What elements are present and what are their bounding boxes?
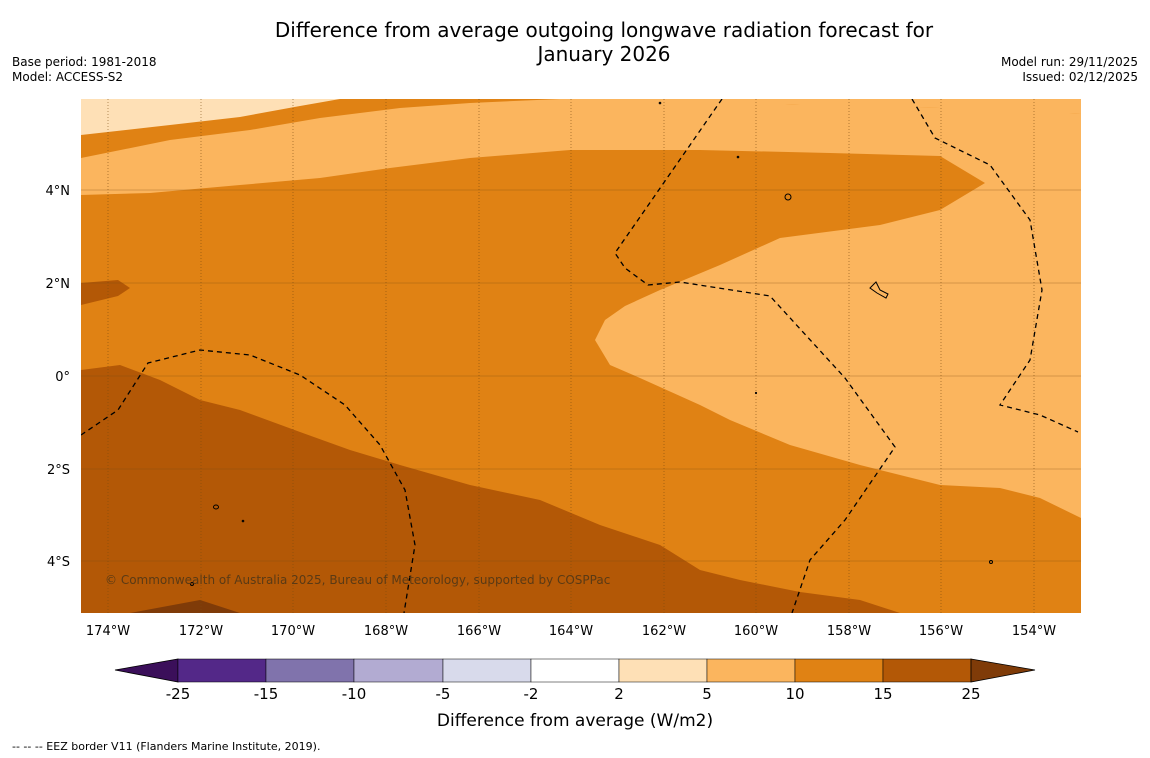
region-2-5-top: [81, 99, 340, 135]
lat-label: 0°: [55, 370, 70, 385]
island-8: [658, 101, 662, 105]
eez-footnote: -- -- -- EEZ border V11 (Flanders Marine…: [12, 740, 321, 753]
model-run: Model run: 29/11/2025: [1000, 55, 1138, 69]
island-1: [784, 193, 792, 201]
colorbar-tick-label: 2: [614, 685, 624, 703]
copyright-text: © Commonwealth of Australia 2025, Bureau…: [105, 573, 610, 587]
colorbar-tick-label: -15: [254, 685, 279, 703]
region-25-sw: [130, 600, 240, 613]
island-7: [736, 155, 740, 159]
lat-label: 4°N: [46, 184, 71, 199]
region-15-25-lower: [81, 365, 900, 613]
gridlines: [81, 189, 1081, 562]
longitude-labels: 174°W 172°W 170°W 168°W 166°W 164°W 162°…: [86, 624, 1056, 639]
lon-label: 162°W: [642, 624, 686, 639]
lon-label: 164°W: [549, 624, 593, 639]
lon-label: 158°W: [827, 624, 871, 639]
colorbar-ticks: -25 -15 -10 -5 -2 2 5 10 15 25: [166, 685, 981, 703]
lon-label: 156°W: [919, 624, 963, 639]
issued-date: Issued: 02/12/2025: [1022, 70, 1138, 84]
colorbar-segment: [442, 658, 532, 683]
islands: [190, 101, 993, 586]
lon-label: 172°W: [179, 624, 223, 639]
colorbar-segment: [794, 658, 884, 683]
island-9: [754, 391, 758, 395]
colorbar-low-extension: [114, 658, 179, 683]
lat-label: 4°S: [47, 555, 70, 570]
region-15-25-west: [81, 280, 130, 305]
lon-label: 166°W: [457, 624, 501, 639]
island-5: [190, 582, 194, 586]
colorbar-segment: [530, 658, 620, 683]
meta-left: Base period: 1981-2018 Model: ACCESS-S2: [12, 55, 157, 85]
colorbar-tick-label: 5: [702, 685, 712, 703]
region-5-10-top: [81, 99, 1081, 518]
lon-label: 174°W: [86, 624, 130, 639]
lat-label: 2°N: [46, 277, 71, 292]
colorbar-tick-label: 25: [961, 685, 980, 703]
colorbar-segment: [353, 658, 444, 683]
colorbar-tick-label: 10: [785, 685, 804, 703]
colorbar-segment: [706, 658, 796, 683]
lon-label: 170°W: [271, 624, 315, 639]
title-line-1: Difference from average outgoing longwav…: [274, 18, 934, 42]
lon-label: 154°W: [1012, 624, 1056, 639]
model-name: Model: ACCESS-S2: [12, 70, 124, 84]
map-area: © Commonwealth of Australia 2025, Bureau…: [81, 99, 1081, 613]
eez-borders: [81, 99, 1079, 613]
colorbar-high-extension: [970, 658, 1036, 683]
lat-label: 2°S: [47, 463, 70, 478]
colorbar-tick-label: -5: [436, 685, 451, 703]
colorbar: -25 -15 -10 -5 -2 2 5 10 15 25 Differenc…: [114, 658, 1036, 731]
colorbar-tick-label: -25: [166, 685, 191, 703]
base-period: Base period: 1981-2018: [12, 55, 157, 69]
colorbar-tick-label: -10: [342, 685, 367, 703]
map-title: Difference from average outgoing longwav…: [200, 18, 1008, 66]
meta-right: Model run: 29/11/2025 Issued: 02/12/2025: [1001, 55, 1138, 85]
title-line-2: January 2026: [537, 42, 671, 66]
colorbar-tick-label: 15: [873, 685, 892, 703]
colorbar-segment: [265, 658, 355, 683]
colorbar-segment: [177, 658, 267, 683]
lon-label: 160°W: [734, 624, 778, 639]
island-4: [241, 519, 245, 523]
latitude-labels: 4°N 2°N 0° 2°S 4°S: [46, 184, 71, 570]
lon-label: 168°W: [364, 624, 408, 639]
colorbar-label: Difference from average (W/m2): [437, 711, 713, 731]
island-3: [213, 504, 219, 510]
colorbar-segment: [882, 658, 972, 683]
island-6: [989, 560, 993, 564]
island-2: [869, 281, 889, 299]
colorbar-segment: [618, 658, 708, 683]
colorbar-tick-label: -2: [524, 685, 539, 703]
